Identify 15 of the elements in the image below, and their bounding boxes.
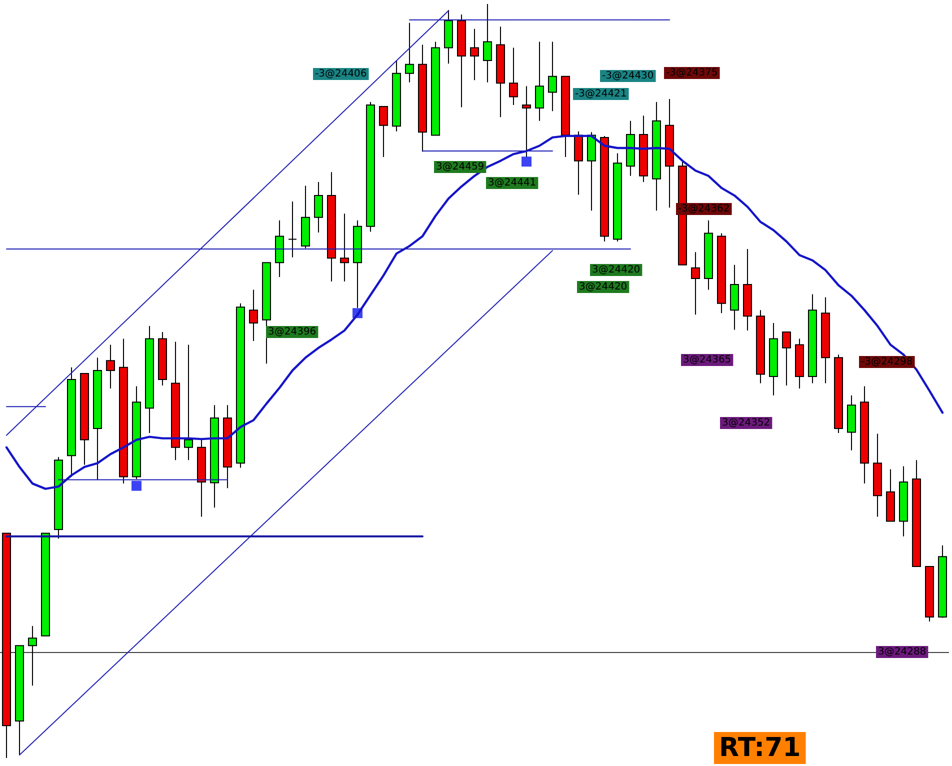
- annotation: -3@24362: [678, 204, 730, 214]
- annotation: RT:71: [719, 733, 801, 763]
- annotation: 3@24420: [579, 282, 628, 292]
- annotation: 3@24365: [683, 354, 732, 366]
- annotation: -3@24430: [602, 70, 654, 82]
- annotation: -3@24298: [861, 356, 913, 368]
- annotation: -3@24375: [666, 68, 718, 78]
- annotation: 3@24459: [436, 162, 484, 172]
- annotation: 3@24352: [722, 418, 770, 428]
- annotation: 3@24420: [592, 264, 640, 276]
- annotation: 3@24441: [488, 178, 536, 188]
- annotation: 3@24396: [268, 326, 316, 338]
- annotation: 3@24288: [878, 646, 926, 658]
- annotation: -3@24421: [575, 88, 627, 100]
- annotation: -3@24406: [315, 68, 367, 80]
